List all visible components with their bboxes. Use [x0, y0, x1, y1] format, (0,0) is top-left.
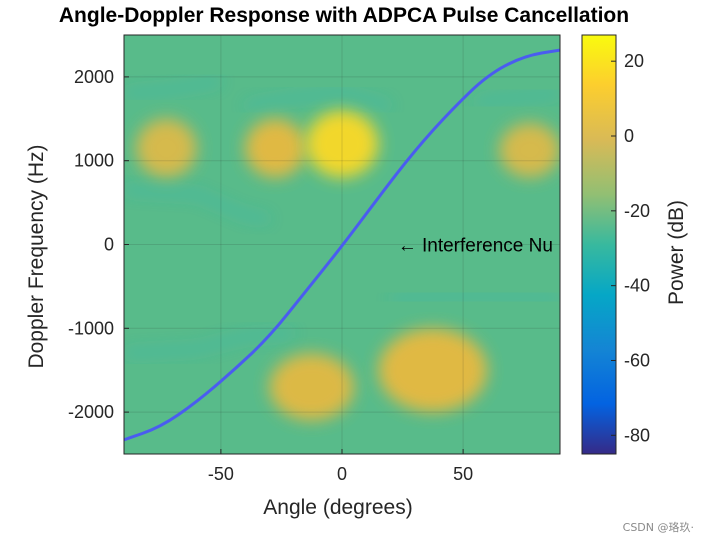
y-tick-label: 1000 [74, 151, 114, 171]
y-tick-label: -1000 [68, 318, 114, 338]
null-curve [244, 91, 391, 109]
chart-title: Angle-Doppler Response with ADPCA Pulse … [59, 4, 629, 27]
clutter-ridge-line [124, 48, 560, 442]
null-curve [124, 188, 270, 222]
hot-region [305, 110, 379, 178]
colorbar-tick-label: -80 [624, 425, 650, 445]
hot-region [378, 328, 488, 413]
hot-region [245, 118, 306, 178]
colorbar-tick-label: 0 [624, 126, 634, 146]
x-tick-label: 0 [337, 464, 347, 484]
hot-region [136, 118, 197, 178]
heatmap-field [124, 79, 560, 421]
x-tick-label: 50 [453, 464, 473, 484]
colorbar-tick-label: -20 [624, 201, 650, 221]
watermark: CSDN @珞玖· [622, 521, 694, 534]
x-tick-label: -50 [208, 464, 234, 484]
y-axis-ticks: -2000 -1000 0 1000 2000 [68, 67, 129, 422]
y-tick-label: -2000 [68, 402, 114, 422]
colorbar-tick-label: -60 [624, 350, 650, 370]
y-tick-label: 0 [104, 235, 114, 255]
x-axis-ticks: -50 0 50 [208, 449, 473, 484]
plot-area: -50 0 50 -2000 -1000 0 1000 2000 ← Interferenc… [68, 34, 561, 484]
hot-region [499, 122, 560, 178]
hot-region [269, 353, 355, 421]
null-curve [390, 292, 560, 301]
null-curve [124, 79, 222, 96]
y-axis-label: Doppler Frequency (Hz) [25, 144, 48, 368]
colorbar-scale [581, 34, 617, 455]
colorbar-tick-label: -40 [624, 276, 650, 296]
y-tick-label: 2000 [74, 67, 114, 87]
colorbar-ticks: 20 0 -20 -40 -60 -80 [611, 51, 650, 445]
x-axis-label: Angle (degrees) [263, 496, 412, 519]
colorbar-tick-label: 20 [624, 51, 644, 71]
interference-null-annotation: ← Interference Nu [398, 236, 553, 257]
colorbar: 20 0 -20 -40 -60 -80 Power (dB) [581, 34, 688, 455]
null-curve [474, 91, 560, 104]
colorbar-label: Power (dB) [665, 200, 688, 305]
